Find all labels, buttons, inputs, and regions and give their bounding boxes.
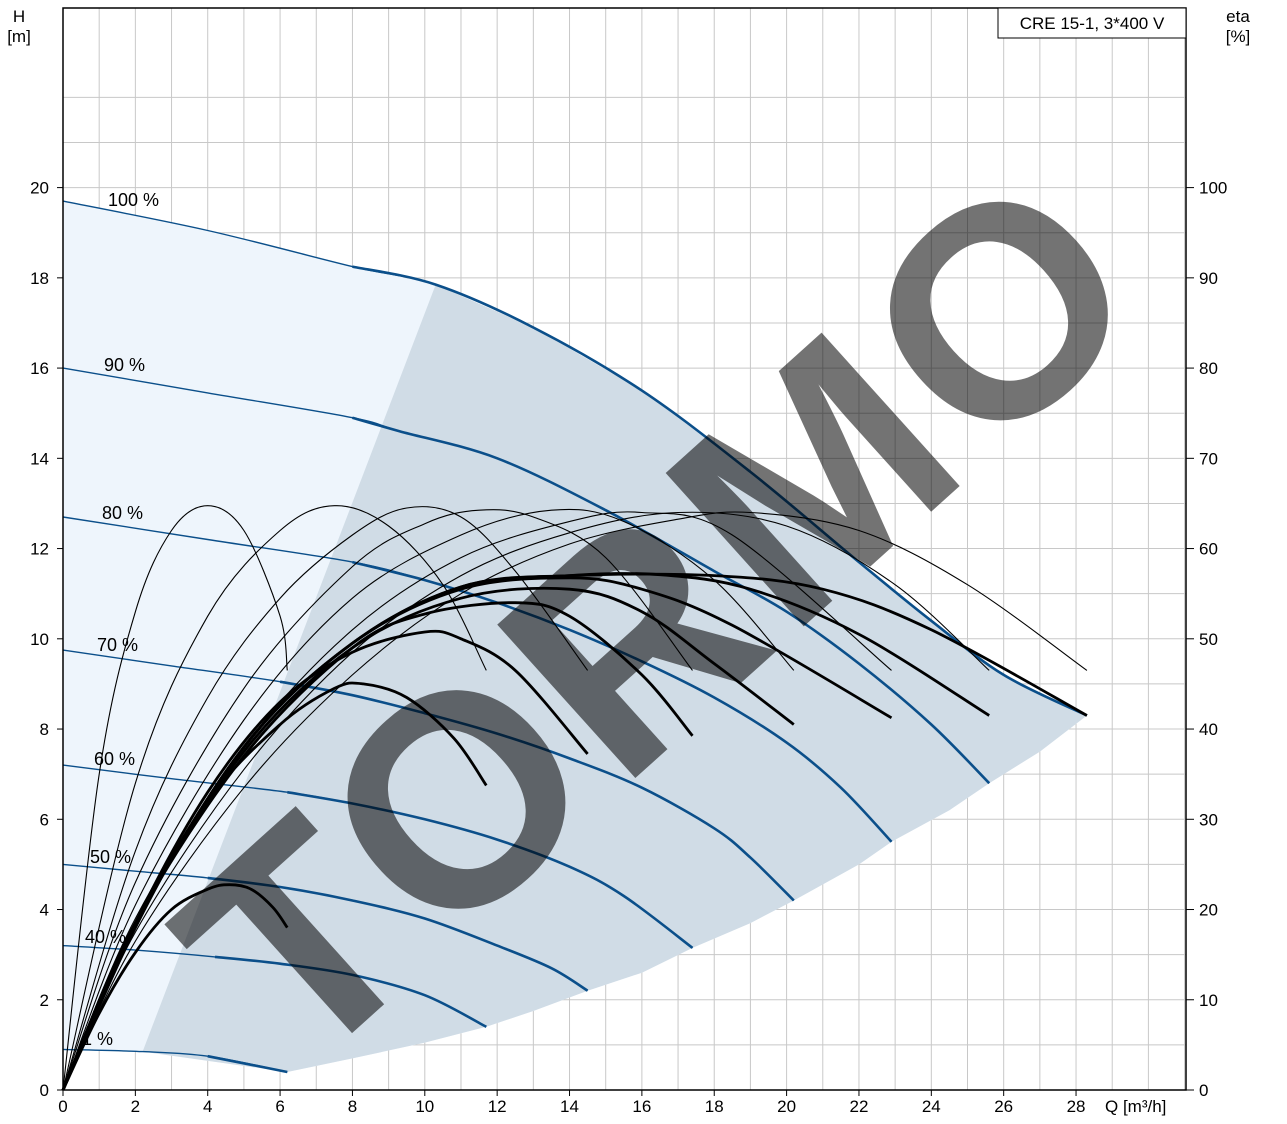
operating-region xyxy=(142,284,1087,1073)
speed-curve-operating xyxy=(207,1054,288,1074)
efficiency-curve xyxy=(62,505,487,1091)
x-axis-label: Q [m³/h] xyxy=(1105,1097,1166,1116)
x-tick-label: 22 xyxy=(849,1097,868,1116)
labels: 0 2 4 6 8 10 12 14 16 18 20 22 24 26 28024681012141618… xyxy=(7,7,1250,1116)
efficiency-curve xyxy=(62,506,589,1091)
efficiency-curve xyxy=(62,505,288,1091)
y-tick-label: 0 xyxy=(40,1081,49,1100)
speed-curve-operating xyxy=(207,876,589,992)
speed-curve-label: 70 % xyxy=(97,635,138,655)
y-tick-label: 2 xyxy=(40,991,49,1010)
x-tick-label: 2 xyxy=(131,1097,140,1116)
y2-tick-label: 90 xyxy=(1199,269,1218,288)
x-tick-label: 18 xyxy=(705,1097,724,1116)
speed-curve-label: 1 % xyxy=(82,1029,113,1049)
efficiency-curve-bold xyxy=(61,572,1088,1091)
x-tick-label: 26 xyxy=(994,1097,1013,1116)
speed-curve-operating xyxy=(352,265,1088,717)
y-tick-label: 20 xyxy=(30,179,49,198)
y2-tick-label: 0 xyxy=(1199,1081,1208,1100)
x-tick-label: 28 xyxy=(1067,1097,1086,1116)
y-tick-label: 4 xyxy=(40,901,49,920)
axes xyxy=(57,7,1194,1096)
y-tick-label: 18 xyxy=(30,269,49,288)
efficiency-curve xyxy=(62,511,990,1091)
x-tick-label: 0 xyxy=(58,1097,67,1116)
y-tick-label: 10 xyxy=(30,630,49,649)
efficiency-curve xyxy=(62,511,1088,1091)
y2-axis-unit: [%] xyxy=(1226,27,1251,46)
title-box xyxy=(997,7,1187,39)
x-tick-label: 10 xyxy=(415,1097,434,1116)
speed-curve-label: 80 % xyxy=(102,503,143,523)
regions xyxy=(63,201,1087,1091)
speed-curve-operating xyxy=(352,416,991,785)
x-tick-label: 8 xyxy=(348,1097,357,1116)
chart-title: CRE 15-1, 3*400 V xyxy=(1020,14,1165,33)
y2-tick-label: 30 xyxy=(1199,810,1218,829)
y2-tick-label: 50 xyxy=(1199,630,1218,649)
speed-curve-label: 40 % xyxy=(85,927,126,947)
x-tick-label: 4 xyxy=(203,1097,212,1116)
y-tick-label: 8 xyxy=(40,720,49,739)
y-tick-label: 6 xyxy=(40,810,49,829)
speed-curve-label: 90 % xyxy=(104,355,145,375)
x-tick-label: 16 xyxy=(632,1097,651,1116)
speed-curve-operating xyxy=(352,560,893,843)
y2-axis-label: eta xyxy=(1226,7,1250,26)
x-tick-label: 20 xyxy=(777,1097,796,1116)
speed-curve-label: 100 % xyxy=(108,190,159,210)
speed-curve-label: 50 % xyxy=(90,847,131,867)
efficiency-curves xyxy=(61,505,1088,1091)
y-axis-label: H xyxy=(13,7,25,26)
x-tick-label: 6 xyxy=(275,1097,284,1116)
speed-curve-operating xyxy=(287,790,694,949)
y2-tick-label: 80 xyxy=(1199,359,1218,378)
efficiency-curve-bold xyxy=(61,681,488,1091)
speed-curve-label: 60 % xyxy=(94,749,135,769)
speed-curve-operating xyxy=(279,680,795,902)
y-axis-unit: [m] xyxy=(7,27,31,46)
y2-tick-label: 100 xyxy=(1199,179,1227,198)
speed-curves xyxy=(62,200,1088,1074)
x-tick-label: 24 xyxy=(922,1097,941,1116)
y2-tick-label: 70 xyxy=(1199,449,1218,468)
efficiency-curve-bold xyxy=(61,883,289,1091)
x-tick-label: 14 xyxy=(560,1097,579,1116)
x-tick-label: 12 xyxy=(488,1097,507,1116)
y2-tick-label: 60 xyxy=(1199,540,1218,559)
y2-tick-label: 40 xyxy=(1199,720,1218,739)
y2-tick-label: 20 xyxy=(1199,901,1218,920)
y2-tick-label: 10 xyxy=(1199,991,1218,1010)
efficiency-curve xyxy=(62,508,795,1091)
y-tick-label: 14 xyxy=(30,449,49,468)
y-tick-label: 12 xyxy=(30,540,49,559)
speed-curve-operating xyxy=(214,955,487,1028)
y-tick-label: 16 xyxy=(30,359,49,378)
